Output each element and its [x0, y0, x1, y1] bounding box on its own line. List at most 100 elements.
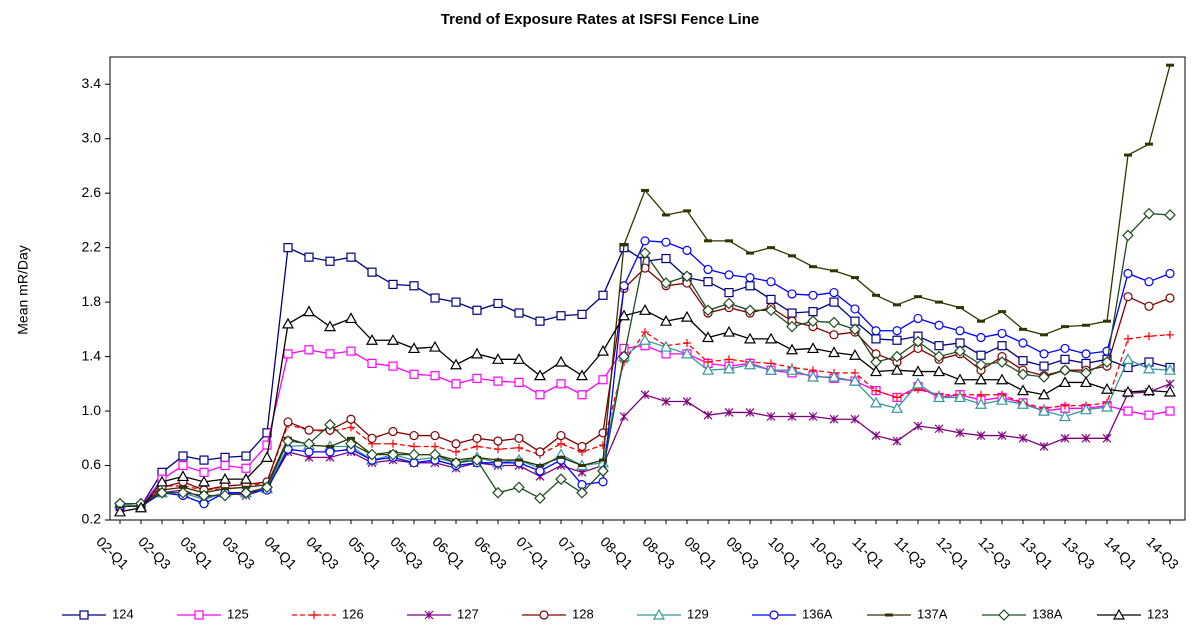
data-point [786, 320, 798, 333]
data-point [347, 423, 355, 432]
plot-frame [109, 56, 1186, 521]
x-tick-label: 13-Q1 [1017, 533, 1056, 572]
data-point [1123, 268, 1133, 279]
data-point [599, 441, 607, 450]
y-tick-label: 1.8 [82, 293, 102, 309]
data-point [472, 305, 482, 315]
data-point [324, 418, 336, 431]
data-point [659, 314, 673, 326]
data-point [493, 376, 503, 386]
data-point [576, 486, 588, 499]
data-point [1060, 354, 1070, 364]
data-point [766, 277, 776, 287]
data-point [1016, 398, 1030, 409]
data-point [346, 252, 356, 262]
data-point [241, 463, 251, 473]
data-point [1164, 209, 1176, 221]
data-point [764, 332, 778, 344]
data-point [724, 287, 734, 298]
data-point [787, 289, 797, 299]
data-point [744, 304, 756, 317]
data-point [1144, 301, 1154, 311]
data-point [556, 379, 566, 389]
data-point [367, 433, 377, 443]
data-point [619, 412, 629, 421]
data-point [325, 349, 335, 359]
data-point [156, 486, 168, 499]
data-point [575, 369, 589, 381]
data-point [1037, 404, 1051, 416]
data-point [407, 342, 421, 354]
data-point [260, 451, 274, 462]
data-point [638, 334, 652, 345]
data-point [827, 370, 841, 382]
data-point [1121, 353, 1135, 364]
data-point [177, 486, 189, 499]
data-point [1018, 356, 1028, 366]
legend-label: 127 [457, 606, 479, 621]
data-point [598, 375, 608, 385]
data-point [283, 417, 293, 427]
data-point [722, 325, 736, 337]
data-point [261, 481, 273, 494]
data-point [787, 308, 797, 318]
data-point [450, 456, 462, 469]
legend-label: 136A [802, 606, 833, 621]
data-point [785, 343, 799, 355]
x-tick-label: 07-Q3 [555, 533, 594, 572]
data-point [281, 317, 295, 329]
data-point [913, 313, 923, 324]
data-point [1165, 406, 1175, 416]
data-point [535, 447, 545, 457]
data-point [640, 390, 650, 400]
y-tick-label: 0.2 [82, 511, 102, 527]
data-point [1059, 364, 1071, 377]
x-tick-label: 02-Q3 [135, 533, 174, 572]
data-point [850, 414, 860, 424]
legend-marker [194, 610, 204, 620]
data-point [891, 350, 903, 363]
data-point [409, 430, 419, 441]
legend-marker [998, 609, 1010, 621]
data-point [219, 489, 231, 502]
data-point [997, 431, 1007, 440]
data-point [408, 448, 420, 461]
data-point [617, 309, 631, 321]
data-point [808, 290, 818, 300]
legend-label: 123 [1147, 606, 1169, 621]
legend-label: 137A [917, 606, 948, 621]
data-point [388, 361, 398, 371]
data-point [346, 346, 356, 356]
legend-label: 128 [572, 606, 594, 621]
data-point [1018, 433, 1028, 443]
data-point [197, 475, 211, 487]
data-point [388, 426, 398, 437]
data-point [871, 334, 881, 344]
data-point [344, 312, 358, 324]
legend-label: 124 [112, 606, 134, 621]
data-point [683, 338, 691, 347]
data-point [1142, 384, 1156, 396]
data-point [1081, 433, 1091, 443]
data-point [932, 391, 946, 403]
data-point [975, 358, 987, 371]
data-point [723, 297, 735, 310]
data-point [808, 412, 818, 421]
data-point [661, 253, 671, 264]
data-point [492, 486, 504, 499]
data-point [829, 297, 839, 307]
data-point [661, 237, 671, 247]
data-point [1039, 349, 1049, 359]
data-point [430, 430, 440, 441]
data-point [682, 397, 692, 406]
legend-marker [79, 610, 89, 620]
data-point [659, 340, 673, 352]
data-point [828, 316, 840, 329]
data-point [871, 326, 881, 336]
data-point [1058, 376, 1072, 388]
x-tick-label: 04-Q3 [303, 533, 342, 572]
x-tick-label: 14-Q1 [1101, 533, 1140, 572]
data-point [976, 431, 986, 440]
data-point [1039, 361, 1049, 371]
data-point [346, 414, 356, 424]
